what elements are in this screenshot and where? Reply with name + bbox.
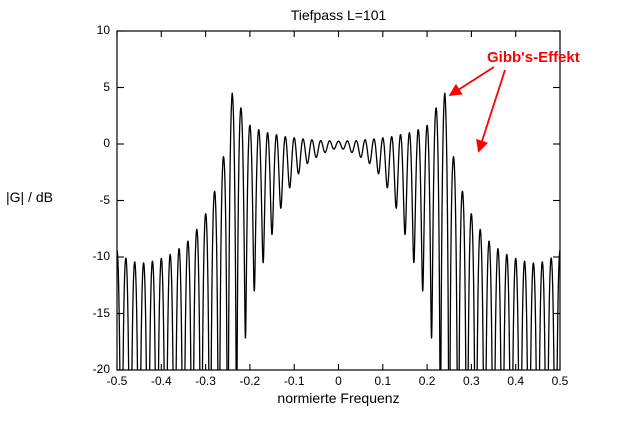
- x-tick-label: 0.2: [418, 374, 436, 388]
- gibbs-arrow-1: [448, 66, 495, 96]
- y-tick-label: -10: [92, 249, 110, 263]
- x-tick-label: -0.5: [106, 374, 128, 388]
- tick-marks: [116, 30, 561, 371]
- x-axis-label: normierte Frequenz: [277, 390, 400, 406]
- y-tick-label: 5: [103, 79, 110, 94]
- x-tick-label: -0.3: [195, 374, 216, 388]
- y-tick-label: 10: [96, 23, 110, 37]
- x-tick-label: 0.1: [374, 374, 392, 388]
- y-tick-label: -15: [92, 305, 110, 320]
- chart-title: Tiefpass L=101: [290, 7, 387, 23]
- y-axis-label: |G| / dB: [6, 189, 53, 205]
- x-tick-label: -0.4: [150, 374, 172, 388]
- x-tick-label: 0.5: [551, 374, 569, 388]
- gibbs-annotation-label: Gibb's-Effekt: [487, 49, 580, 66]
- plot-frame: [116, 30, 561, 371]
- x-tick-label: 0: [335, 374, 342, 388]
- gibbs-arrow-2: [476, 69, 506, 153]
- y-tick-label: 0: [103, 136, 110, 150]
- response-curve: [117, 92, 560, 370]
- y-tick-label: -20: [92, 362, 110, 376]
- x-tick-label: 0.3: [463, 374, 480, 388]
- x-tick-label: 0.4: [507, 374, 525, 388]
- x-tick-label: -0.1: [283, 374, 305, 388]
- y-tick-label: -5: [99, 192, 110, 207]
- x-tick-label: -0.2: [239, 374, 261, 388]
